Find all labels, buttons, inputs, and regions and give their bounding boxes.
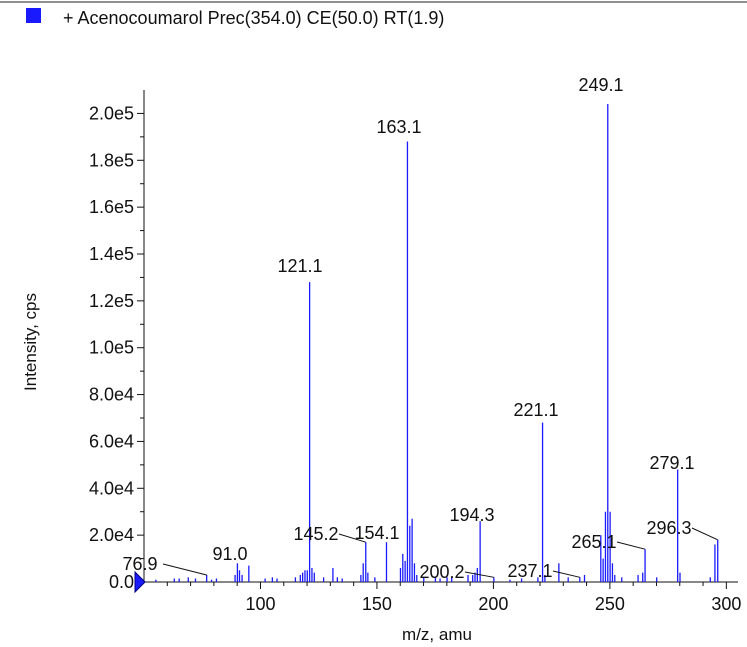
y-tick-label: 1.2e5 <box>89 291 134 311</box>
peak-label: 121.1 <box>277 256 322 276</box>
peak-label: 200.2 <box>419 562 464 582</box>
peak-leader-line <box>616 541 646 550</box>
peak-leader-line <box>162 563 207 576</box>
peak-label: 194.3 <box>449 505 494 525</box>
x-axis-title: m/z, amu <box>402 625 472 644</box>
legend: + Acenocoumarol Prec(354.0) CE(50.0) RT(… <box>26 8 444 28</box>
peak-label: 221.1 <box>513 400 558 420</box>
peak-label: 145.2 <box>293 524 338 544</box>
y-tick-label: 2.0e5 <box>89 103 134 123</box>
peak-label: 163.1 <box>376 117 421 137</box>
peak-annotations: 76.9 91.0 121.1 145.2 154.1 163.1 194.3 200.2 22… <box>122 75 718 582</box>
x-tick-label: 150 <box>362 594 392 614</box>
peak-label: 91.0 <box>212 544 247 564</box>
y-tick-label: 2.0e4 <box>89 525 134 545</box>
peak-label: 249.1 <box>578 75 623 95</box>
legend-entry: + Acenocoumarol Prec(354.0) CE(50.0) RT(… <box>63 8 444 28</box>
y-tick-label: 1.6e5 <box>89 197 134 217</box>
x-axis-ticks: 100 150 200 250 300 <box>166 582 741 614</box>
y-tick-label: 1.0e5 <box>89 338 134 358</box>
peak-leader-line <box>338 533 366 543</box>
legend-swatch <box>26 8 41 23</box>
peak-leader-line <box>552 570 580 578</box>
peak-label: 265.1 <box>571 532 616 552</box>
peak-leader-line <box>691 527 718 541</box>
baseline-marker <box>134 570 146 594</box>
peak-label: 154.1 <box>354 523 399 543</box>
x-tick-label: 250 <box>595 594 625 614</box>
spectrum-peaks <box>155 104 719 582</box>
x-tick-label: 200 <box>478 594 508 614</box>
peak-label: 296.3 <box>646 518 691 538</box>
y-tick-label: 0.0 <box>109 572 134 592</box>
y-axis-ticks: 0.0 2.0e4 4.0e4 6.0e4 8.0e4 1.0e5 1.2e5 1.4e5 1.… <box>89 103 144 592</box>
peak-label: 279.1 <box>649 453 694 473</box>
y-tick-label: 6.0e4 <box>89 431 134 451</box>
x-tick-label: 300 <box>711 594 741 614</box>
y-tick-label: 8.0e4 <box>89 385 134 405</box>
y-axis-title: Intensity, cps <box>21 293 40 391</box>
axes <box>143 90 738 583</box>
peak-leader-line <box>464 571 494 578</box>
peak-label: 237.1 <box>507 561 552 581</box>
peak-label: 76.9 <box>122 554 157 574</box>
y-tick-label: 1.8e5 <box>89 150 134 170</box>
y-tick-label: 1.4e5 <box>89 244 134 264</box>
y-tick-label: 4.0e4 <box>89 478 134 498</box>
x-tick-label: 100 <box>245 594 275 614</box>
